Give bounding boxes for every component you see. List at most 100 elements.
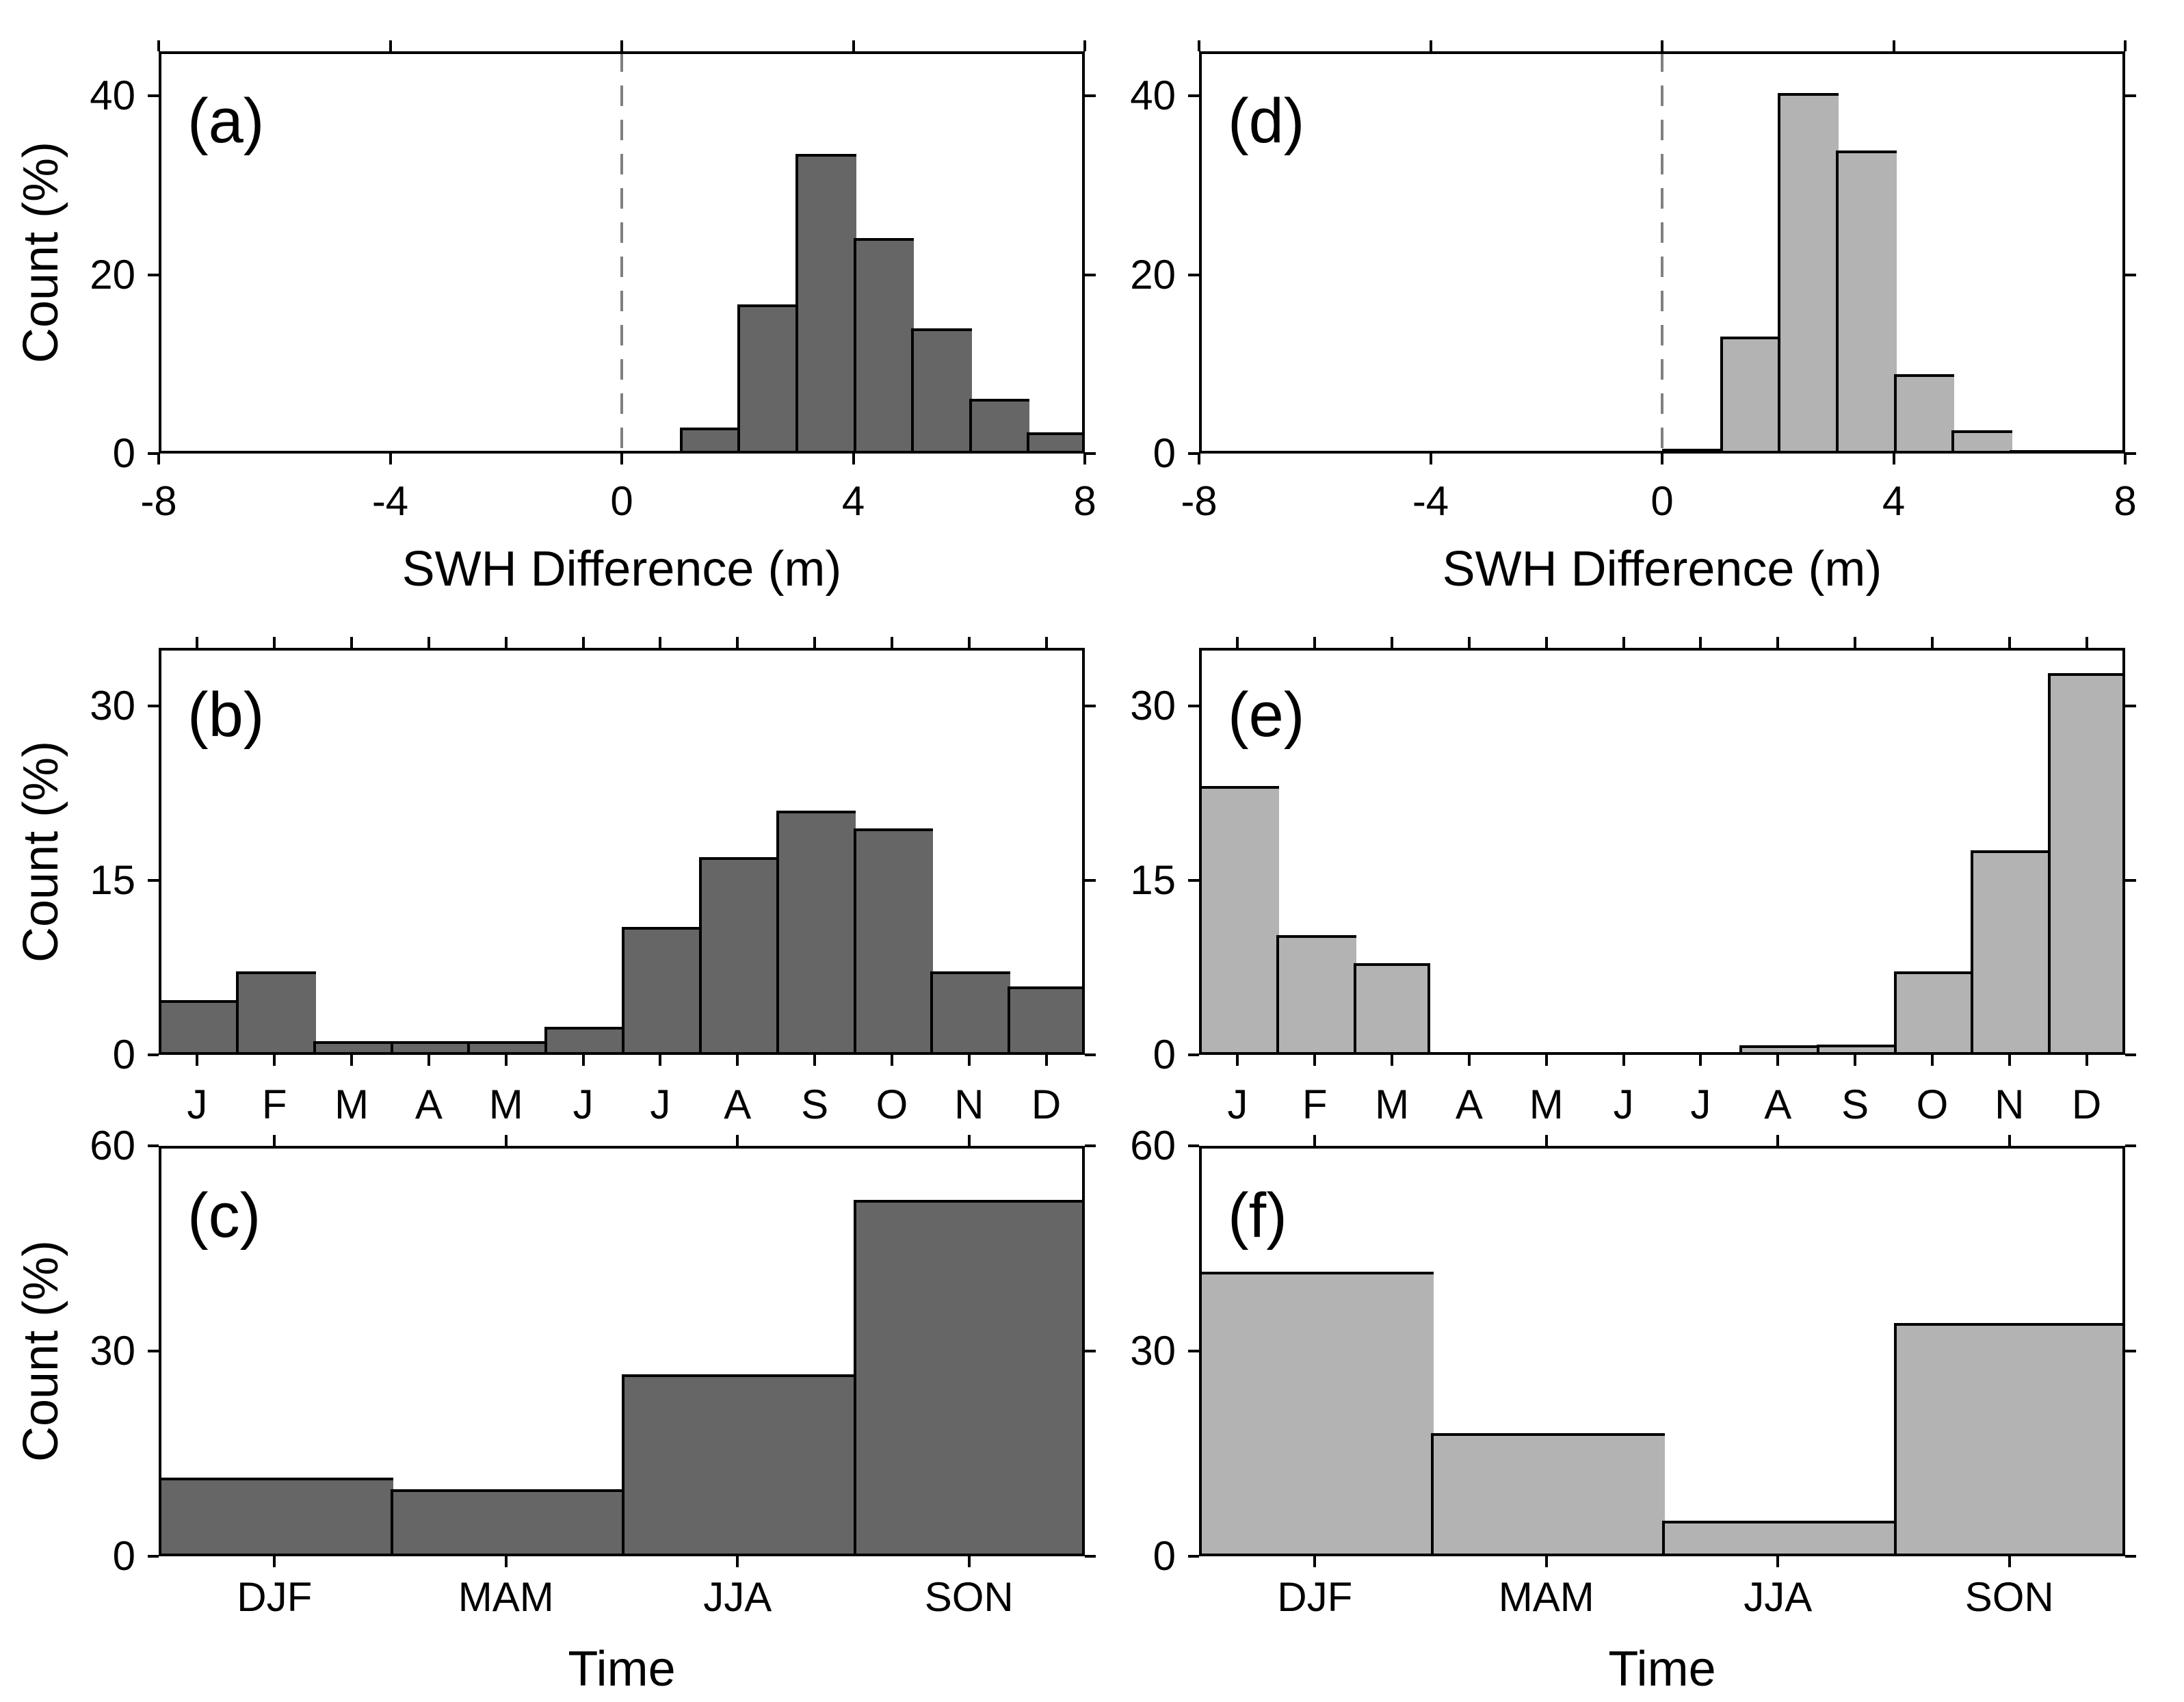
x-tick xyxy=(736,1055,739,1066)
x-tick xyxy=(659,637,662,648)
x-tick xyxy=(1544,1556,1548,1567)
x-tick-label: 0 xyxy=(610,478,633,524)
x-tick xyxy=(1892,40,1895,51)
x-tick xyxy=(1776,1556,1780,1567)
x-tick-label: -4 xyxy=(371,478,409,524)
x-tick xyxy=(2085,1055,2088,1066)
x-tick-label: J xyxy=(573,1082,594,1127)
x-axis-title: SWH Difference (m) xyxy=(1442,542,1882,597)
y-tick-label: 0 xyxy=(112,1533,135,1579)
y-tick-label: 0 xyxy=(1153,1032,1176,1077)
bar xyxy=(1971,850,2051,1055)
bar xyxy=(1778,93,1839,454)
bar xyxy=(1951,430,2012,454)
x-tick xyxy=(196,1055,199,1066)
x-tick xyxy=(1699,1055,1702,1066)
x-tick-label: 4 xyxy=(1882,478,1906,524)
x-tick xyxy=(852,40,855,51)
x-tick-label: F xyxy=(261,1082,287,1127)
y-tick xyxy=(2125,273,2136,276)
x-tick xyxy=(273,637,276,648)
x-tick-label: N xyxy=(954,1082,984,1127)
x-tick xyxy=(504,637,508,648)
x-tick-label: DJF xyxy=(1277,1574,1353,1620)
x-tick-label: J xyxy=(1690,1082,1711,1127)
y-tick xyxy=(148,1350,159,1352)
y-tick-label: 30 xyxy=(90,1328,135,1374)
y-tick xyxy=(1188,273,1199,276)
bar xyxy=(853,1200,1085,1556)
panel-letter: (e) xyxy=(1228,680,1305,750)
y-tick-label: 40 xyxy=(90,73,135,119)
y-tick xyxy=(148,1053,159,1056)
panel-d: 0 20 40 -8 -4 0 4 8 SWH Difference (m) (d) xyxy=(1092,0,2184,619)
plot-frame xyxy=(159,51,1085,454)
x-tick xyxy=(273,1055,276,1066)
y-axis-title: Count (%) xyxy=(14,740,68,963)
bar xyxy=(795,154,856,454)
x-tick-label: N xyxy=(1995,1082,2025,1127)
plot-frame xyxy=(159,1146,1085,1556)
y-tick xyxy=(1188,705,1199,707)
plot-frame xyxy=(1199,1146,2125,1556)
x-tick xyxy=(659,1055,662,1066)
y-tick xyxy=(2125,1350,2136,1352)
bar xyxy=(853,238,915,454)
x-tick-label: 4 xyxy=(841,478,865,524)
x-tick xyxy=(1661,40,1663,51)
y-tick xyxy=(148,705,159,707)
bar xyxy=(1893,374,1955,454)
y-tick xyxy=(2125,1144,2136,1147)
x-tick xyxy=(1661,454,1663,464)
bar xyxy=(390,1040,471,1055)
y-tick xyxy=(1085,273,1096,276)
x-tick xyxy=(620,454,623,464)
x-tick-label: 8 xyxy=(1073,478,1096,524)
x-tick xyxy=(1429,454,1432,464)
x-tick xyxy=(1854,1055,1857,1066)
y-tick xyxy=(1188,1555,1199,1558)
x-tick-label: A xyxy=(415,1082,443,1127)
y-tick xyxy=(1188,879,1199,882)
x-axis-title: SWH Difference (m) xyxy=(402,542,842,597)
x-tick xyxy=(813,637,817,648)
x-axis-title: Time xyxy=(1608,1642,1716,1697)
x-tick xyxy=(852,454,855,464)
bar xyxy=(1893,971,1974,1055)
x-tick-label: A xyxy=(1455,1082,1483,1127)
x-tick xyxy=(157,454,160,464)
x-tick xyxy=(504,1556,508,1567)
x-tick xyxy=(1544,1135,1548,1146)
y-tick-label: 0 xyxy=(1153,1533,1176,1579)
bar xyxy=(776,811,856,1055)
y-tick xyxy=(2125,1053,2136,1056)
x-tick-label: S xyxy=(1841,1082,1869,1127)
x-tick xyxy=(620,40,623,51)
y-tick-label: 30 xyxy=(1130,1328,1176,1374)
x-tick xyxy=(1930,637,1934,648)
y-tick-label: 20 xyxy=(1130,251,1176,298)
x-tick xyxy=(890,1055,893,1066)
x-tick-label: -8 xyxy=(1181,478,1218,524)
x-tick-label: F xyxy=(1302,1082,1328,1127)
x-tick xyxy=(581,1055,585,1066)
panel-letter: (c) xyxy=(187,1181,261,1251)
bar xyxy=(698,857,779,1055)
x-tick xyxy=(1313,637,1317,648)
bar xyxy=(467,1040,548,1055)
x-tick xyxy=(1622,637,1625,648)
x-tick xyxy=(967,1135,971,1146)
y-tick xyxy=(148,273,159,276)
y-tick xyxy=(1188,452,1199,455)
x-tick xyxy=(967,1055,971,1066)
x-tick-label: -8 xyxy=(140,478,177,524)
x-tick xyxy=(1776,1135,1780,1146)
x-axis-title: Time xyxy=(568,1642,676,1697)
x-tick-label: MAM xyxy=(458,1574,554,1620)
x-tick xyxy=(1699,637,1702,648)
panel-letter: (b) xyxy=(187,680,265,750)
x-tick-label: D xyxy=(2071,1082,2102,1127)
plot-frame xyxy=(1199,648,2125,1055)
x-tick xyxy=(1622,1055,1625,1066)
bar xyxy=(1893,1323,2125,1556)
